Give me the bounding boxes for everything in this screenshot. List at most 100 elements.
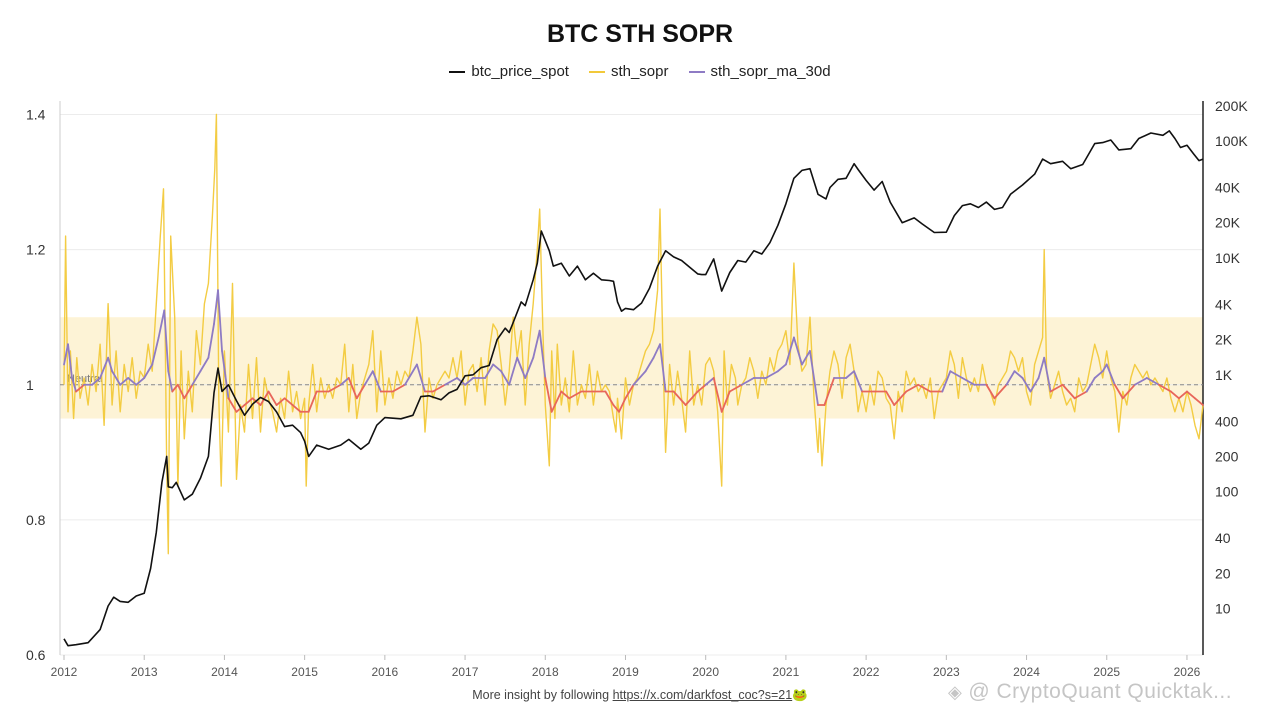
series-sth-sopr-ma-segment: [221, 350, 230, 400]
series-sth-sopr-ma-segment: [432, 383, 446, 393]
y-right-tick-label: 20K: [1215, 215, 1241, 231]
series-sth-sopr-ma-segment: [135, 377, 146, 386]
series-sth-sopr-ma-segment: [107, 356, 114, 373]
series-sth-sopr-ma-segment: [853, 370, 864, 393]
series-sth-sopr-ma-segment: [612, 404, 620, 413]
series-sth-sopr-ma-segment: [207, 323, 215, 359]
y-right-tick-label: 200K: [1215, 98, 1248, 114]
series-sth-sopr-ma-segment: [1170, 390, 1180, 400]
series-sth-sopr-ma-segment: [191, 370, 202, 386]
series-sth-sopr-ma-segment: [672, 390, 687, 406]
series-sth-sopr-ma-segment: [444, 377, 458, 386]
cryptoquant-logo-icon: ◈: [948, 682, 963, 702]
footer-link[interactable]: https://x.com/darkfost_coc?s=21: [612, 688, 793, 702]
series-sth-sopr-ma-segment: [1194, 397, 1204, 406]
x-tick-label: 2026: [1174, 665, 1201, 679]
footer: More insight by following https://x.com/…: [0, 688, 1280, 703]
series-sth-sopr-ma-segment: [151, 336, 160, 366]
series-sth-sopr-ma-segment: [492, 363, 503, 373]
series-sth-sopr-ma-segment: [1105, 363, 1116, 386]
series-sth-sopr-ma-segment: [728, 383, 743, 393]
series-sth-sopr-ma-segment: [993, 383, 1008, 400]
series-sth-sopr-ma-segment: [684, 390, 699, 406]
x-tick-label: 2025: [1093, 665, 1120, 679]
series-sth-sopr-ma-segment: [404, 363, 418, 386]
series-sth-sopr-ma-segment: [917, 383, 932, 393]
x-tick-label: 2014: [211, 665, 238, 679]
y-left-tick-label: 1.2: [26, 242, 46, 258]
frog-emoji-icon: 🐸: [792, 688, 808, 702]
series-sth-sopr-ma-segment: [283, 397, 294, 406]
y-right-tick-label: 40: [1215, 530, 1231, 546]
series-sth-sopr-ma-segment: [532, 329, 541, 359]
series-sth-sopr-ma-segment: [845, 370, 855, 379]
series-sth-sopr-ma-segment: [1037, 356, 1046, 379]
series-sth-sopr-ma-segment: [696, 383, 707, 393]
x-tick-label: 2020: [692, 665, 719, 679]
series-sth-sopr-ma-segment: [1029, 377, 1040, 393]
footer-text: More insight by following: [472, 688, 613, 702]
series-sth-sopr-ma-segment: [363, 370, 374, 386]
series-sth-sopr-ma-segment: [793, 336, 803, 366]
y-right-tick-label: 10K: [1215, 250, 1241, 266]
x-tick-label: 2015: [291, 665, 318, 679]
series-sth-sopr-ma-segment: [604, 390, 615, 406]
x-tick-label: 2019: [612, 665, 639, 679]
y-right-tick-label: 10: [1215, 600, 1231, 616]
series-sth-sopr-ma-segment: [157, 309, 166, 339]
series-sth-sopr-ma-segment: [63, 343, 69, 366]
legend-label-price: btc_price_spot: [471, 63, 569, 80]
series-sth-sopr-ma-segment: [1085, 377, 1096, 393]
series-sth-sopr-ma-segment: [524, 356, 535, 379]
series-sth-sopr-ma-segment: [624, 383, 635, 400]
legend-label-sopr: sth_sopr: [610, 63, 669, 80]
legend-label-sopr-ma: sth_sopr_ma_30d: [710, 63, 831, 80]
series-sth-sopr-ma-segment: [75, 383, 85, 393]
x-tick-label: 2022: [853, 665, 880, 679]
x-tick-label: 2023: [933, 665, 960, 679]
series-sth-sopr-ma-segment: [1093, 370, 1104, 379]
series-sth-sopr-ma-segment: [484, 363, 495, 379]
series-sth-sopr-ma-segment: [632, 370, 647, 386]
y-right-tick-label: 1K: [1215, 367, 1233, 383]
series-sth-sopr-ma-segment: [516, 356, 527, 379]
legend-item-sopr-ma[interactable]: sth_sopr_ma_30d: [688, 63, 831, 80]
y-left-tick-label: 1.4: [26, 107, 46, 123]
legend-swatch-sopr-ma: [688, 70, 705, 73]
series-sth-sopr-ma-segment: [1043, 356, 1052, 393]
series-sth-sopr-ma-segment: [416, 363, 426, 393]
series-sth-sopr-ma-segment: [905, 383, 920, 393]
series-sth-sopr-ma-segment: [1021, 377, 1032, 393]
series-sth-sopr-ma-segment: [355, 383, 366, 400]
series-sth-sopr-ma-segment: [143, 363, 154, 379]
y-right-tick-label: 400: [1215, 413, 1239, 429]
series-sth-sopr-ma-segment: [1101, 363, 1108, 373]
series-sth-sopr-ma-segment: [217, 289, 223, 352]
series-sth-sopr-ma-segment: [243, 397, 254, 406]
series-sth-sopr-ma-segment: [885, 390, 896, 406]
legend-swatch-sopr: [588, 70, 605, 73]
series-sth-sopr: [63, 113, 1204, 555]
x-tick-label: 2021: [773, 665, 800, 679]
series-sth-sopr-ma-segment: [764, 370, 779, 379]
series-sth-sopr-ma-segment: [1005, 370, 1016, 386]
series-sth-sopr-ma-segment: [1121, 383, 1136, 400]
series-sth-sopr-ma-segment: [1073, 390, 1088, 400]
x-tick-label: 2024: [1013, 665, 1040, 679]
series-sth-sopr-ma-segment: [391, 383, 406, 393]
series-sth-sopr-ma-segment: [652, 343, 661, 359]
y-right-tick-label: 100: [1215, 484, 1239, 500]
series-sth-sopr-ma-segment: [720, 390, 731, 413]
legend-item-price[interactable]: btc_price_spot: [449, 63, 569, 80]
series-sth-sopr-ma-segment: [560, 390, 571, 400]
series-sth-sopr-ma-segment: [1061, 383, 1076, 400]
y-right-tick-label: 40K: [1215, 180, 1241, 196]
watermark: ◈ @ CryptoQuant Quicktak...: [948, 680, 1232, 704]
legend-item-sopr[interactable]: sth_sopr: [588, 63, 669, 80]
series-sth-sopr-ma-segment: [267, 390, 278, 406]
series-sth-sopr-ma-segment: [339, 377, 350, 386]
y-left-tick-label: 1: [26, 377, 34, 393]
series-sth-sopr-ma-segment: [893, 390, 908, 406]
series-sth-sopr-ma-segment: [776, 363, 787, 373]
chart-title: BTC STH SOPR: [546, 20, 734, 48]
